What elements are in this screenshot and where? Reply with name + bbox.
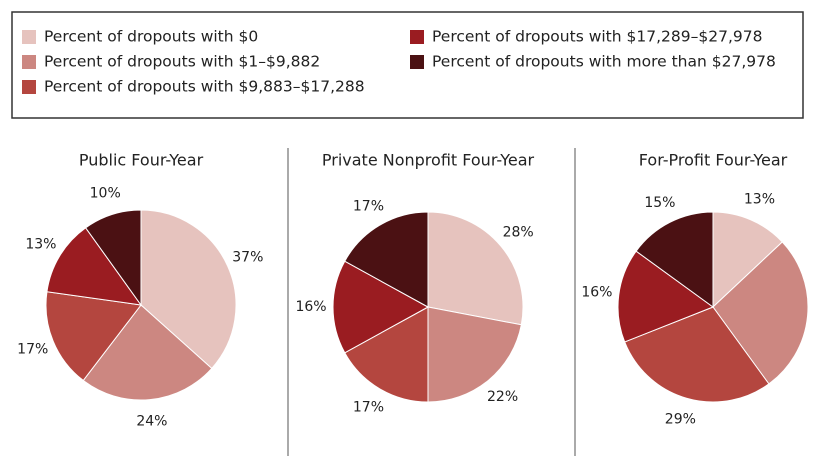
data-label: 29% [665,411,696,427]
pie-slice [344,306,429,403]
legend-swatch [22,55,36,69]
legend-swatch [410,30,424,44]
data-label: 13% [25,236,56,252]
legend-label: Percent of dropouts with more than $27,9… [432,53,776,71]
pie-slice [140,209,237,370]
pie-slice [712,211,783,309]
data-label: 24% [136,413,167,429]
legend-label: Percent of dropouts with $17,289–$27,978 [432,28,762,46]
data-label: 15% [644,195,675,211]
pie-slice [46,227,143,306]
data-label: 17% [353,198,384,214]
pie-slice [84,209,142,307]
pie-slice [332,260,430,354]
pie-slice [712,241,809,385]
data-label: 37% [232,249,263,265]
pie-slice [82,304,213,401]
pie-title: For-Profit Four-Year [639,151,788,170]
data-label: 17% [353,400,384,416]
pie-slice [617,250,715,343]
data-label: 22% [487,389,518,405]
legend-swatch [22,30,36,44]
pie-slice [635,211,714,308]
data-label: 16% [295,299,326,315]
pie-slice [45,291,142,382]
data-label: 28% [503,224,534,240]
legend-swatch [22,80,36,94]
pie-slice [344,211,429,308]
pie-title: Private Nonprofit Four-Year [322,151,535,170]
legend-label: Percent of dropouts with $0 [44,28,258,46]
pie-slice [624,306,770,403]
data-label: 16% [581,284,612,300]
legend-box [11,11,804,119]
legend-swatch [410,55,424,69]
legend-label: Percent of dropouts with $9,883–$17,288 [44,78,365,96]
data-label: 13% [744,192,775,208]
data-label: 10% [90,186,121,202]
pie-title: Public Four-Year [79,151,204,170]
data-label: 17% [17,341,48,357]
pie-slice [427,211,524,326]
legend-label: Percent of dropouts with $1–$9,882 [44,53,320,71]
pie-slice [427,306,522,403]
